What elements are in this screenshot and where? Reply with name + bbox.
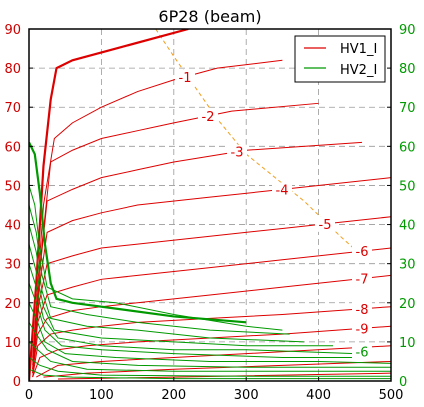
curves-layer bbox=[29, 29, 391, 381]
hv1-curve-label: -1 bbox=[179, 71, 192, 86]
y2-tick-label: 10 bbox=[399, 336, 416, 351]
hv1-curve-label: -6 bbox=[356, 245, 369, 260]
y2-tick-label: 0 bbox=[399, 375, 407, 390]
y2-tick-label: 30 bbox=[399, 258, 416, 273]
hv2-curve-line bbox=[29, 185, 283, 331]
hv1-curve-line bbox=[32, 325, 391, 378]
hv2-curve-line bbox=[29, 263, 355, 355]
y-tick-label: 50 bbox=[4, 179, 21, 194]
x-tick-label: 500 bbox=[379, 388, 404, 403]
curve-labels-layer: -1 -2 -3 -4 -5 -6 -7 -8 -9 -6 bbox=[175, 69, 372, 361]
y2-tick-label: 20 bbox=[399, 297, 416, 312]
hv2-curve-line bbox=[29, 283, 363, 359]
hv1-curve-label: -7 bbox=[356, 273, 369, 288]
legend-label-hv1: HV1_I bbox=[340, 42, 377, 57]
curve-label-bg bbox=[227, 144, 247, 160]
hv1-curve-label: -2 bbox=[202, 110, 215, 125]
hv2-curve-line bbox=[29, 204, 290, 335]
hv2-curve-line bbox=[29, 302, 391, 364]
y2-tick-label: 70 bbox=[399, 101, 416, 116]
hv1-curve-label: -9 bbox=[356, 322, 369, 337]
plot-frame bbox=[28, 28, 392, 382]
y2-tick-label: 50 bbox=[399, 179, 416, 194]
y-tick-label: 60 bbox=[4, 140, 21, 155]
hv1-curve-label: -5 bbox=[319, 218, 332, 233]
y2-tick-label: 40 bbox=[399, 219, 416, 234]
curve-label-bg bbox=[315, 216, 335, 232]
curve-label-bg bbox=[352, 301, 372, 317]
y-tick-label: 40 bbox=[4, 219, 21, 234]
y-tick-label: 0 bbox=[13, 375, 21, 390]
legend: HV1_I HV2_I bbox=[294, 35, 386, 83]
hv2-curve-line bbox=[29, 322, 391, 368]
x-tick-label: 400 bbox=[306, 388, 331, 403]
curve-label-bg bbox=[175, 69, 195, 85]
x-tick-label: 200 bbox=[161, 388, 186, 403]
y2-tick-label: 60 bbox=[399, 140, 416, 155]
hv2-curve-label: -6 bbox=[356, 346, 369, 361]
hv2-curve-line bbox=[29, 224, 305, 343]
hv1-curve-line bbox=[36, 345, 391, 378]
y-tick-label: 80 bbox=[4, 62, 21, 77]
y2-tick-label: 80 bbox=[399, 62, 416, 77]
x-tick-label: 100 bbox=[89, 388, 114, 403]
hv1-curve-label: -8 bbox=[356, 303, 369, 318]
hv1-curve-label: -3 bbox=[231, 146, 244, 161]
hv2-curve-line bbox=[29, 243, 334, 347]
hv1-curve-line bbox=[43, 360, 391, 378]
curve-label-bg bbox=[352, 321, 372, 337]
x-tick-label: 300 bbox=[234, 388, 259, 403]
hv1-curve-line bbox=[32, 59, 283, 358]
legend-box bbox=[294, 35, 386, 83]
y-tick-label: 70 bbox=[4, 101, 21, 116]
hv1-curve-line bbox=[32, 247, 391, 374]
y-tick-label: 20 bbox=[4, 297, 21, 312]
curve-label-bg bbox=[352, 344, 372, 360]
ticks-layer: 0 100 200 300 400 500010203040506070809001020… bbox=[4, 23, 415, 403]
hv2-curve-line bbox=[29, 341, 391, 372]
y-tick-label: 90 bbox=[4, 23, 21, 38]
y-tick-label: 30 bbox=[4, 258, 21, 273]
legend-label-hv2: HV2_I bbox=[340, 63, 377, 78]
x-tick-label: 0 bbox=[25, 388, 33, 403]
y2-tick-label: 90 bbox=[399, 23, 416, 38]
curve-label-bg bbox=[352, 244, 372, 260]
y-tick-label: 10 bbox=[4, 336, 21, 351]
curve-label-bg bbox=[198, 108, 218, 124]
hv1-curve-label: -4 bbox=[276, 183, 289, 198]
hv2-max-curve bbox=[29, 141, 247, 324]
hv1-max-curve bbox=[29, 29, 189, 381]
chart-title: 6P28 (beam) bbox=[158, 7, 261, 26]
hv1-curve-line bbox=[32, 141, 363, 366]
curve-label-bg bbox=[272, 182, 292, 198]
hv2-curve-line bbox=[29, 357, 391, 377]
hv1-curve-line bbox=[32, 177, 391, 370]
curve-label-bg bbox=[352, 271, 372, 287]
